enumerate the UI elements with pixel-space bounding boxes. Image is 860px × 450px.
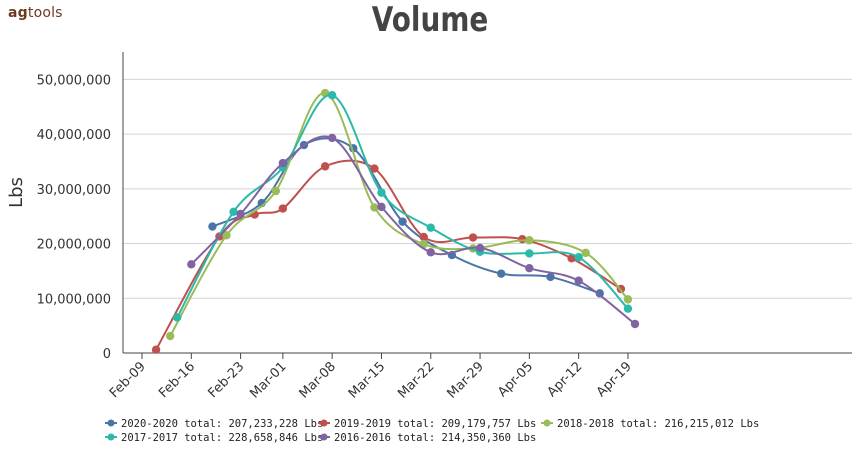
data-point: [623, 295, 633, 304]
data-point: [525, 236, 534, 245]
data-point: [208, 222, 217, 231]
data-point: [236, 209, 245, 219]
data-point: [419, 232, 428, 242]
data-point: [278, 158, 288, 168]
data-point: [426, 248, 435, 257]
x-tick-label: Apr-19: [594, 359, 635, 400]
legend-swatch-marker: [543, 419, 551, 427]
data-point: [546, 272, 555, 282]
x-tick-label: Apr-12: [545, 359, 586, 400]
data-point: [370, 164, 379, 173]
data-point: [165, 331, 175, 341]
logo-bold: ag: [8, 5, 28, 21]
data-point: [518, 234, 527, 244]
legend-label: 2018-2018 total: 216,215,012 Lbs: [557, 418, 759, 430]
x-tick-label: Mar-08: [297, 359, 339, 401]
data-point: [426, 223, 435, 232]
data-point: [623, 304, 633, 313]
y-tick-label: 10,000,000: [37, 292, 111, 307]
y-tick-label: 0: [103, 347, 111, 362]
data-point: [525, 249, 534, 258]
x-tick-label: Feb-09: [107, 359, 149, 401]
legend-swatch-marker: [107, 419, 115, 427]
legend-label: 2020-2020 total: 207,233,228 Lbs: [121, 418, 323, 430]
legend-swatch-marker: [107, 433, 115, 441]
data-point: [327, 91, 337, 100]
legend-swatch-marker: [320, 433, 328, 441]
y-tick-label: 30,000,000: [37, 183, 111, 198]
data-point: [574, 276, 583, 285]
x-tick-label: Feb-16: [156, 359, 198, 401]
data-point: [525, 263, 534, 273]
data-point: [595, 289, 604, 298]
x-tick-label: Feb-23: [206, 359, 248, 401]
x-tick-label: Mar-22: [395, 359, 437, 401]
data-point: [377, 188, 386, 197]
y-tick-label: 40,000,000: [37, 128, 111, 143]
chart-title: Volume: [371, 0, 489, 40]
legend-label: 2019-2019 total: 209,179,757 Lbs: [334, 418, 536, 430]
x-tick-label: Mar-15: [346, 359, 388, 401]
data-point: [222, 231, 231, 240]
series-line: [190, 135, 636, 325]
data-point: [173, 313, 182, 322]
agtools-logo[interactable]: agtools: [8, 5, 63, 21]
data-point: [151, 345, 161, 354]
data-point: [496, 269, 506, 278]
legend-label: 2017-2017 total: 228,658,846 Lbs: [121, 432, 323, 444]
x-tick-label: Mar-29: [445, 359, 487, 401]
data-point: [475, 243, 485, 253]
series-line: [176, 94, 629, 318]
x-tick-label: Mar-01: [247, 359, 289, 401]
data-point: [370, 203, 379, 212]
x-tick-label: Apr-05: [495, 359, 536, 400]
y-axis-title: Lbs: [6, 177, 27, 208]
data-point: [567, 254, 576, 263]
legend-swatch-marker: [320, 419, 328, 427]
data-point: [398, 217, 407, 226]
legend-label: 2016-2016 total: 214,350,360 Lbs: [334, 432, 536, 444]
data-point: [327, 133, 337, 143]
data-point: [468, 233, 478, 242]
data-point: [630, 319, 640, 329]
y-tick-label: 20,000,000: [37, 238, 111, 253]
logo-rest: tools: [27, 5, 63, 21]
data-point: [581, 248, 590, 258]
data-point: [377, 202, 386, 212]
data-point: [574, 253, 583, 262]
data-point: [278, 204, 288, 213]
data-point: [187, 260, 196, 269]
y-tick-label: 50,000,000: [37, 73, 111, 88]
data-point: [229, 207, 238, 217]
data-point: [320, 162, 330, 171]
data-point: [271, 186, 281, 196]
